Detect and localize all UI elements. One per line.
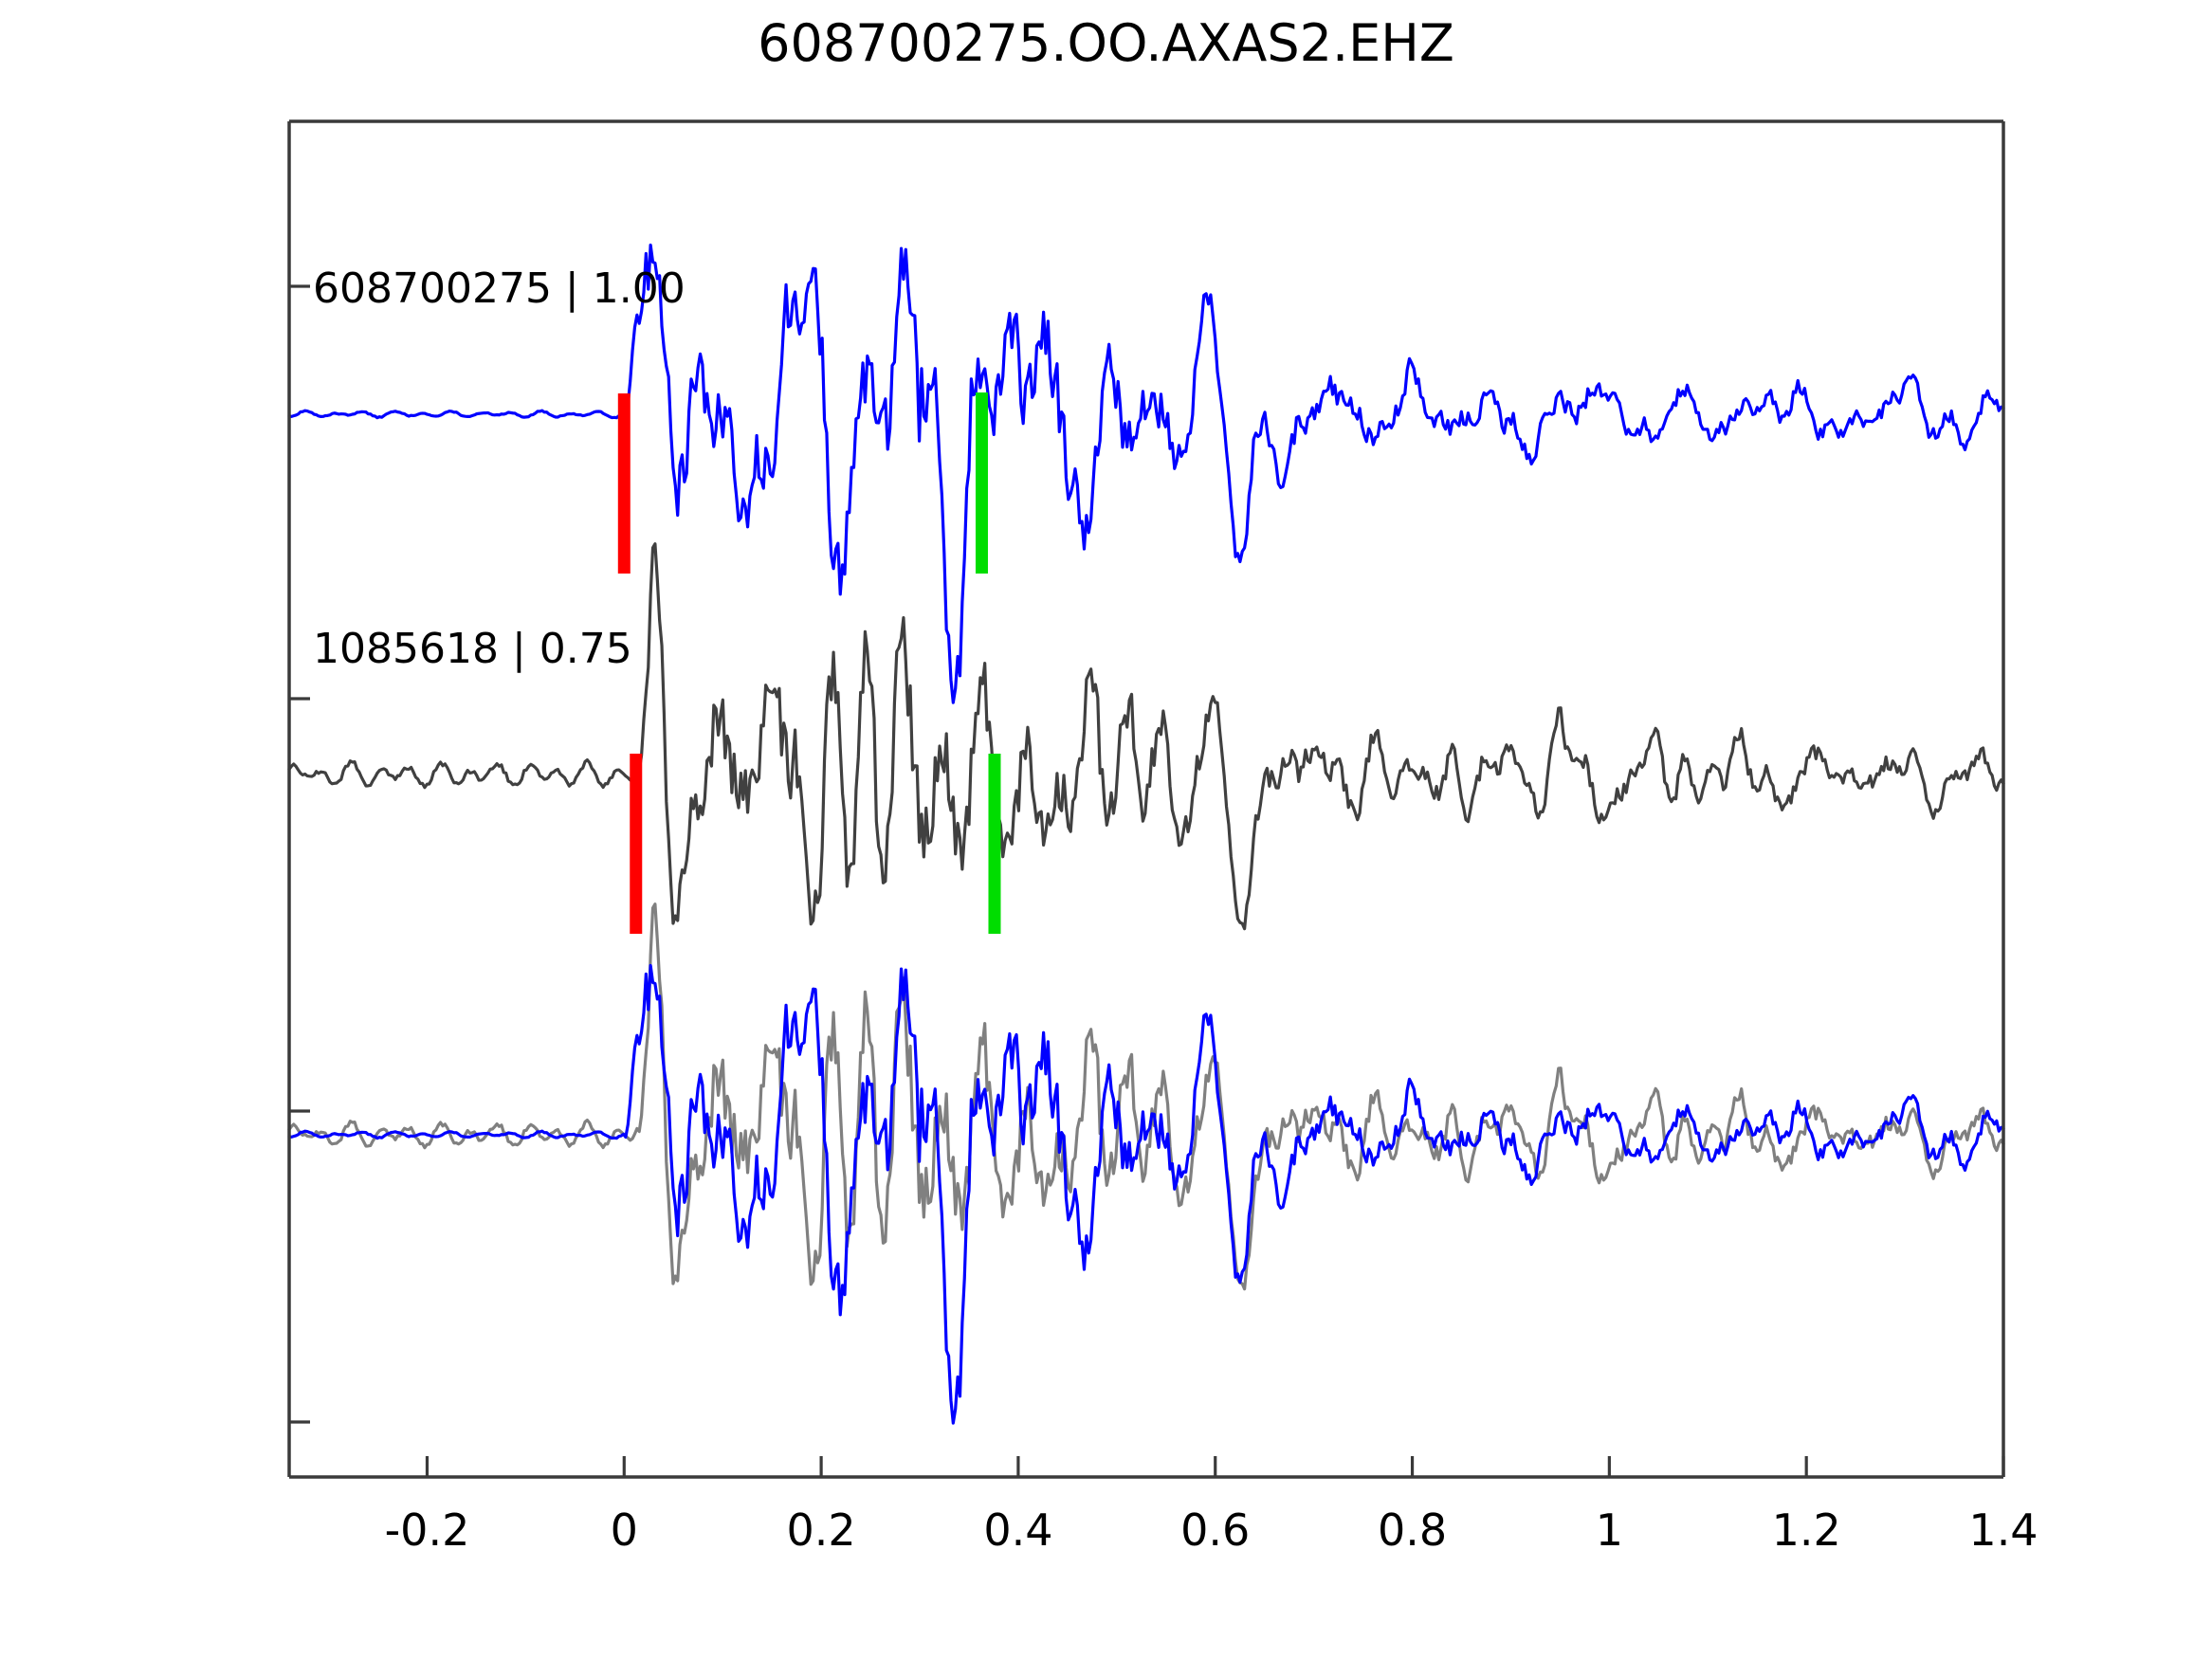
x-tick-label-1.4: 1.4 <box>1968 1504 2038 1556</box>
trace-labels: 608700275 | 1.00 1085618 | 0.75 <box>313 264 686 673</box>
p-pick-marker <box>630 754 643 934</box>
page-title: 608700275.OO.AXAS2.EHZ <box>758 13 1454 73</box>
waveform-template-trace-608700275 <box>287 243 2005 704</box>
x-tick-label-0.8: 0.8 <box>1378 1504 1447 1556</box>
waveform-overlay-trace-608700275 <box>287 963 2005 1425</box>
x-tick-label-0.6: 0.6 <box>1180 1504 1250 1556</box>
x-tick-label-0: 0 <box>611 1504 638 1556</box>
waveform-group <box>287 243 2005 1425</box>
x-tick-label--0.2: -0.2 <box>385 1504 470 1556</box>
axes-frame <box>287 119 2005 1479</box>
trace-label-template-trace: 608700275 | 1.00 <box>313 264 686 313</box>
x-tick-label-0.4: 0.4 <box>983 1504 1052 1556</box>
waveform-detection-trace-1085618 <box>287 542 2005 931</box>
pick-marker-group <box>617 392 1001 934</box>
s-pick-marker <box>975 392 988 574</box>
trace-label-detection-trace: 1085618 | 0.75 <box>313 625 632 673</box>
axis-ticks: -0.2 0 0.2 0.4 0.6 0.8 1 1.2 1.4 <box>289 284 2038 1556</box>
x-tick-label-0.2: 0.2 <box>787 1504 856 1556</box>
waveform-overlay-trace-1085618 <box>287 902 2005 1291</box>
s-pick-marker <box>988 754 1001 934</box>
p-pick-marker <box>617 393 631 574</box>
x-tick-label-1.2: 1.2 <box>1772 1504 1841 1556</box>
x-tick-label-1: 1 <box>1596 1504 1623 1556</box>
